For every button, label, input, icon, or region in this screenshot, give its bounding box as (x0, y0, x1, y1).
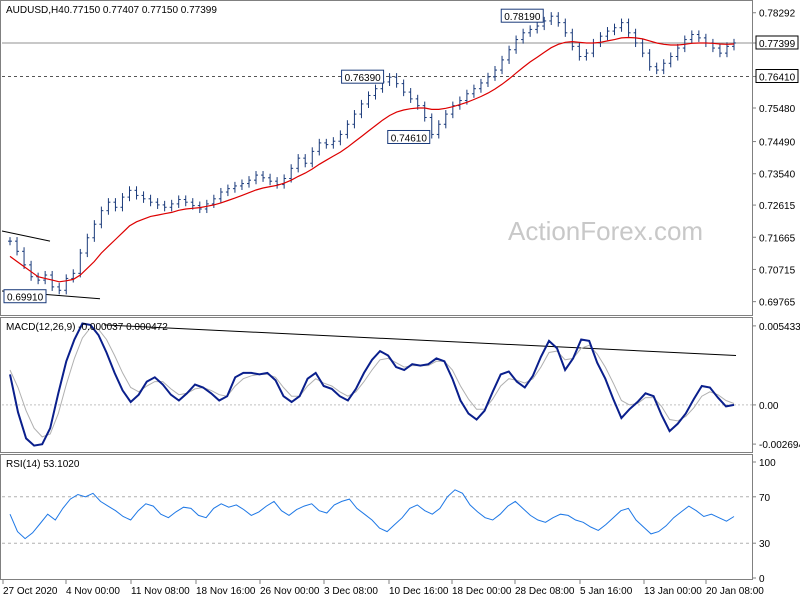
macd-axis-label: 0.005433 (759, 322, 800, 333)
rsi-pane (0, 454, 753, 580)
rsi-axis-label: 70 (759, 493, 771, 504)
time-axis-label: 5 Jan 16:00 (580, 586, 633, 597)
rsi-line (9, 489, 735, 540)
rsi-title: RSI(14) 53.1020 (6, 459, 80, 470)
time-axis-label: 28 Dec 08:00 (515, 586, 575, 597)
price-axis-tag (755, 69, 799, 84)
price-annotation-box (500, 8, 544, 23)
price-axis-label: 0.74490 (759, 138, 796, 149)
macd-layer (2, 322, 752, 447)
macd-trendline (103, 324, 737, 356)
price-axis-label: 0.71665 (759, 233, 796, 244)
time-axis-label: 13 Jan 00:00 (644, 586, 702, 597)
macd-axis-label: -0.002694 (759, 440, 800, 451)
price-pane (0, 0, 753, 316)
macd-axis-label: 0.00 (759, 401, 779, 412)
time-axis-label: 4 Nov 00:00 (66, 586, 120, 597)
price-annotation-label: 0.69910 (7, 293, 44, 304)
time-axis-label: 20 Jan 08:00 (706, 586, 764, 597)
rsi-axis-label: 100 (759, 458, 776, 469)
price-axis-label: 0.69765 (759, 298, 796, 309)
price-annotation-box (387, 129, 431, 144)
time-axis-label: 11 Nov 08:00 (131, 586, 190, 597)
price-axis-label: 0.75480 (759, 104, 796, 115)
price-axis-label: 0.78292 (759, 9, 796, 20)
price-annotation-label: 0.76390 (345, 73, 382, 84)
ohlc-readout: 0.77150 0.77407 0.77150 0.77399 (64, 5, 217, 16)
rsi-layer (2, 489, 752, 544)
price-axis-label: 0.73540 (759, 170, 796, 181)
moving-average-line (9, 36, 735, 283)
price-annotation-box (3, 289, 47, 304)
price-axis-label: 0.76410 (759, 73, 796, 84)
price-annotation-label: 0.74610 (391, 133, 428, 144)
time-axis-label: 18 Nov 16:00 (196, 586, 256, 597)
price-axis-label: 0.70715 (759, 265, 796, 276)
axis-layer: 0.78292 0.77399 0.76410 0.75480 0.74490 0.735… (2, 9, 800, 597)
time-axis-label: 10 Dec 16:00 (389, 586, 449, 597)
watermark-text: ActionForex.com (508, 216, 703, 246)
rsi-axis-label: 30 (759, 539, 771, 550)
time-axis-label: 26 Nov 00:00 (260, 586, 320, 597)
price-annotation-label: 0.78190 (504, 12, 541, 23)
macd-main-line (9, 322, 735, 447)
time-axis-label: 3 Dec 08:00 (324, 586, 378, 597)
price-annotation-box (341, 69, 385, 84)
price-axis-label: 0.77399 (759, 39, 796, 50)
price-layer: 0.78190 0.76390 0.74610 0.69910 (1, 8, 752, 304)
trendline-upper (1, 230, 51, 242)
time-axis-label: 18 Dec 00:00 (452, 586, 512, 597)
price-axis-label: 0.72615 (759, 201, 796, 212)
time-axis-label: 27 Oct 2020 (3, 586, 58, 597)
rsi-axis-label: 0 (759, 574, 765, 585)
price-axis-tag (755, 35, 799, 50)
macd-signal-line (9, 327, 735, 438)
chart-symbol-label: AUDUSD,H4 (6, 5, 64, 16)
macd-pane (0, 317, 753, 453)
macd-title: MACD(12,26,9) -0.000037 0.000472 (6, 322, 168, 333)
